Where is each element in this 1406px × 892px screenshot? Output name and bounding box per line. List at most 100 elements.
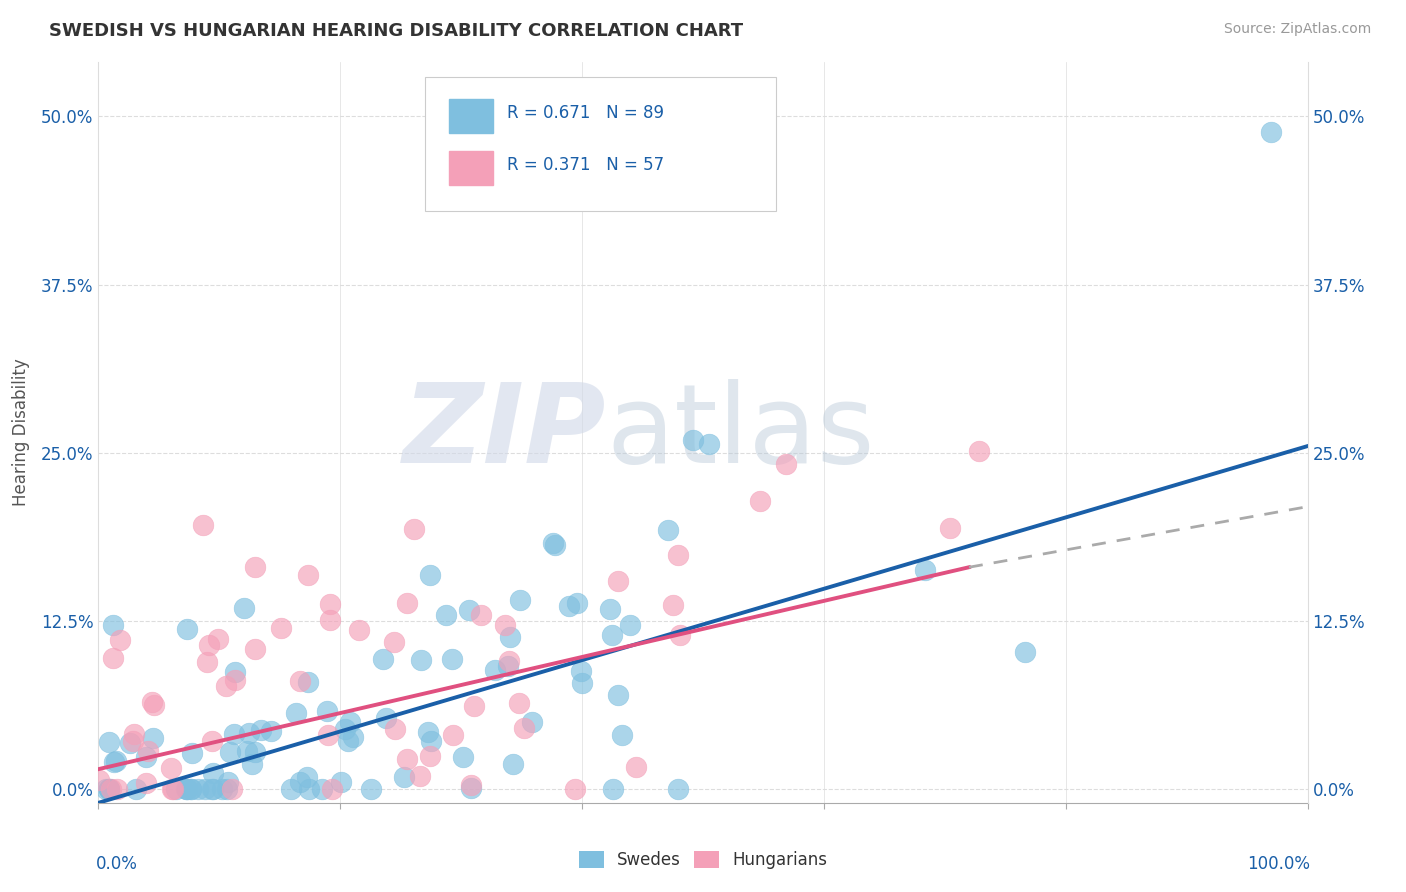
Point — [101, 651, 124, 665]
Point — [94, 782, 117, 797]
Point — [290, 674, 312, 689]
Point — [238, 725, 260, 739]
Point — [105, 754, 128, 768]
Point — [569, 664, 592, 678]
Point — [316, 704, 339, 718]
Point — [174, 782, 197, 797]
Point — [967, 444, 990, 458]
Point — [319, 597, 342, 611]
Point — [460, 781, 482, 796]
Bar — [449, 152, 492, 185]
Point — [564, 782, 586, 797]
Point — [508, 696, 530, 710]
Point — [392, 770, 415, 784]
Point — [599, 601, 621, 615]
Point — [270, 621, 292, 635]
Point — [395, 597, 418, 611]
Point — [224, 665, 246, 679]
Point — [193, 518, 215, 533]
Point — [319, 614, 342, 628]
Point — [160, 782, 183, 797]
Point — [558, 599, 581, 614]
Point — [100, 782, 122, 797]
Point — [215, 679, 238, 693]
Point — [509, 592, 531, 607]
Point — [103, 755, 125, 769]
Point — [624, 760, 647, 774]
Legend: Swedes, Hungarians: Swedes, Hungarians — [572, 845, 834, 876]
Point — [371, 651, 394, 665]
Point — [434, 607, 457, 622]
Point — [198, 638, 221, 652]
Point — [404, 522, 426, 536]
Point — [243, 745, 266, 759]
Point — [176, 623, 198, 637]
Point — [201, 766, 224, 780]
Point — [339, 715, 361, 730]
Point — [567, 596, 589, 610]
Point — [329, 775, 352, 789]
Point — [1260, 125, 1282, 139]
Point — [666, 549, 689, 563]
Point — [297, 568, 319, 582]
Point — [682, 433, 704, 447]
Point — [284, 706, 307, 720]
Point — [105, 782, 128, 797]
Point — [121, 734, 143, 748]
Point — [122, 727, 145, 741]
Point — [384, 722, 406, 736]
Point — [411, 653, 433, 667]
Point — [87, 772, 110, 787]
Text: ZIP: ZIP — [402, 379, 606, 486]
Point — [176, 782, 198, 797]
Point — [668, 782, 690, 797]
Point — [240, 756, 263, 771]
Point — [662, 598, 685, 612]
Point — [749, 494, 772, 508]
Point — [311, 782, 333, 797]
Bar — [449, 99, 492, 133]
Point — [502, 757, 524, 772]
Point — [224, 673, 246, 687]
Point — [607, 574, 630, 588]
Point — [606, 688, 628, 702]
Point — [202, 782, 225, 797]
Point — [162, 782, 184, 797]
Point — [288, 775, 311, 789]
Point — [513, 721, 536, 735]
Point — [360, 782, 382, 797]
Point — [136, 744, 159, 758]
Point — [243, 641, 266, 656]
Point — [669, 628, 692, 642]
Point — [180, 782, 202, 797]
Point — [457, 603, 479, 617]
Point — [463, 698, 485, 713]
Point — [333, 723, 356, 737]
Text: SWEDISH VS HUNGARIAN HEARING DISABILITY CORRELATION CHART: SWEDISH VS HUNGARIAN HEARING DISABILITY … — [49, 22, 744, 40]
Text: R = 0.371   N = 57: R = 0.371 N = 57 — [508, 155, 664, 174]
Point — [396, 752, 419, 766]
Point — [419, 567, 441, 582]
Point — [441, 728, 464, 742]
Point — [1014, 644, 1036, 658]
Point — [207, 632, 229, 646]
Point — [142, 698, 165, 713]
Point — [498, 654, 520, 668]
Point — [233, 600, 256, 615]
Point — [201, 733, 224, 747]
Point — [451, 750, 474, 764]
Point — [619, 618, 641, 632]
Text: 0.0%: 0.0% — [96, 855, 138, 872]
Text: R = 0.671   N = 89: R = 0.671 N = 89 — [508, 103, 664, 122]
Point — [337, 734, 360, 748]
Point — [470, 607, 492, 622]
Point — [180, 746, 202, 760]
Point — [219, 746, 242, 760]
Point — [295, 770, 318, 784]
Point — [316, 728, 339, 742]
Point — [914, 563, 936, 577]
FancyBboxPatch shape — [425, 78, 776, 211]
Point — [97, 782, 120, 797]
Text: atlas: atlas — [606, 379, 875, 486]
Point — [498, 659, 520, 673]
